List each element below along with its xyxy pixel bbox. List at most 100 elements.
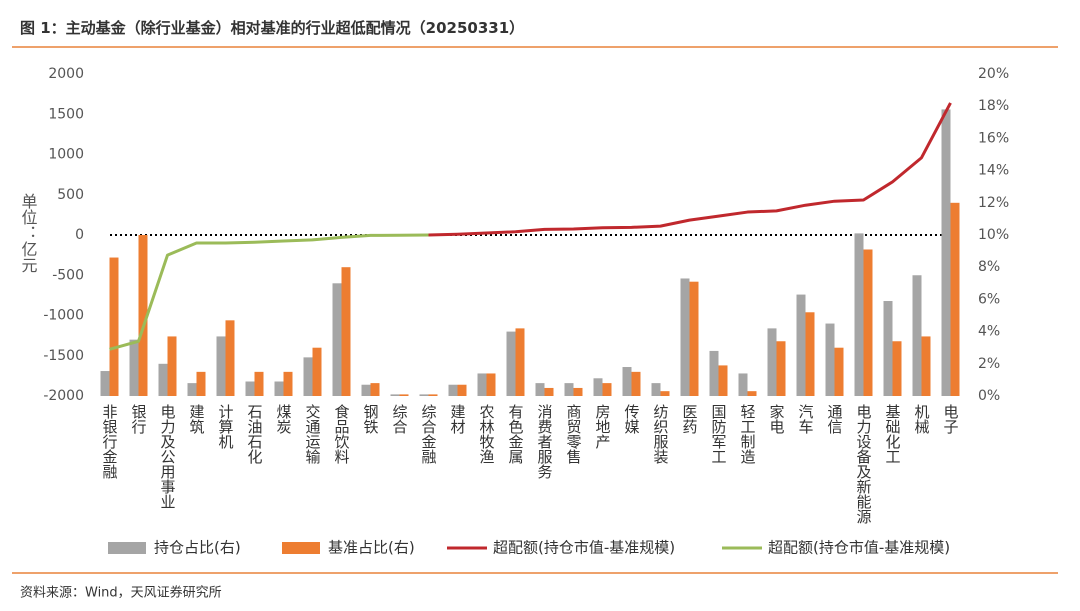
bar [593,378,603,396]
bar [129,339,139,396]
bar [187,383,197,396]
bar [216,336,226,396]
bar [428,394,438,396]
y-tick-label: -1000 [43,308,84,324]
x-tick-label: 房地产 [594,404,612,449]
bar [805,312,815,396]
bar [863,249,873,396]
bar [399,394,409,396]
line [109,233,429,351]
x-tick-label: 建筑 [188,404,206,435]
chart-title: 图 1：主动基金（除行业基金）相对基准的行业超低配情况（20250331） [20,19,524,37]
bar [718,365,728,396]
bar [341,267,351,396]
bar [332,283,342,396]
bar [834,347,844,396]
bar [506,331,516,396]
y2-tick-label: 0% [978,388,1000,404]
y2-tick-label: 16% [978,130,1009,146]
x-tick-label: 煤炭 [275,404,293,434]
bar [651,383,661,396]
x-tick-label: 轻工制造 [739,404,757,465]
x-tick-label: 综合 [391,404,409,434]
bar [825,323,835,396]
x-tick-label: 基础化工 [884,404,902,464]
bar [689,281,699,396]
bar [796,294,806,396]
bar [303,357,313,396]
y2-tick-label: 6% [978,291,1000,307]
bar [225,320,235,396]
x-tick-label: 机械 [913,404,931,434]
x-tick-label: 消费者服务 [536,404,554,480]
legend-label: 超配额(持仓市值-基准规模) [768,539,950,557]
x-tick-label: 交通运输 [304,403,322,464]
y2-tick-label: 12% [978,195,1009,211]
bar [941,109,951,397]
bar [854,233,864,396]
y2-tick-label: 4% [978,324,1000,340]
bar [602,383,612,396]
y-tick-label: 0 [75,227,84,243]
bar [631,371,641,396]
y2-tick-label: 18% [978,98,1009,114]
x-tick-label: 石油石化 [246,404,264,464]
bar [312,347,322,396]
y2-tick-label: 8% [978,259,1000,275]
x-tick-label: 家电 [768,404,786,434]
bar [883,301,893,396]
bar [457,384,467,396]
y-tick-label: -500 [52,267,84,283]
x-tick-label: 银行 [130,404,148,435]
bar [950,202,960,396]
source: 资料来源：Wind，天风证券研究所 [20,585,222,601]
bar [892,341,902,396]
legend-label: 基准占比(右) [328,539,415,557]
legend-label: 持仓占比(右) [154,539,241,557]
y-tick-label: 2000 [48,66,84,82]
x-tick-label: 综合金融 [420,404,438,464]
bar [245,381,255,396]
bar [921,336,931,396]
x-tick-label: 建材 [449,404,467,434]
bar [622,367,632,396]
bar [564,383,574,396]
bar [254,371,264,396]
bar [448,384,458,396]
bar [912,275,922,396]
y-tick-label: 500 [57,187,84,203]
bar [660,391,670,396]
x-tick-label: 有色金属 [507,404,525,464]
y-axis-label: 单位：亿元 [19,193,38,273]
bar [370,383,380,396]
x-tick-label: 计算机 [217,404,235,450]
bar [167,336,177,396]
bar [776,341,786,396]
bar [535,383,545,396]
y-tick-label: 1000 [48,147,84,163]
x-tick-label: 电力设备及新能源 [855,404,873,524]
y2-tick-label: 10% [978,227,1009,243]
bar [138,235,148,396]
bar [747,391,757,396]
x-tick-label: 纺织服装 [652,404,670,464]
bar [361,384,371,396]
y2-tick-label: 2% [978,356,1000,372]
x-tick-label: 商贸零售 [565,404,583,464]
bar [283,371,293,396]
y-tick-label: -2000 [43,388,84,404]
y-tick-label: 1500 [48,106,84,122]
x-tick-label: 非银行金融 [101,404,119,479]
legend-label: 超配额(持仓市值-基准规模) [493,539,675,557]
bar [158,363,168,396]
bar [274,381,284,396]
bar [419,394,429,396]
x-tick-label: 食品饮料 [333,404,351,464]
bar [573,387,583,396]
bar [515,328,525,396]
legend-swatch [108,542,146,554]
bar [486,373,496,396]
x-tick-label: 传媒 [623,404,641,434]
bar [738,373,748,396]
